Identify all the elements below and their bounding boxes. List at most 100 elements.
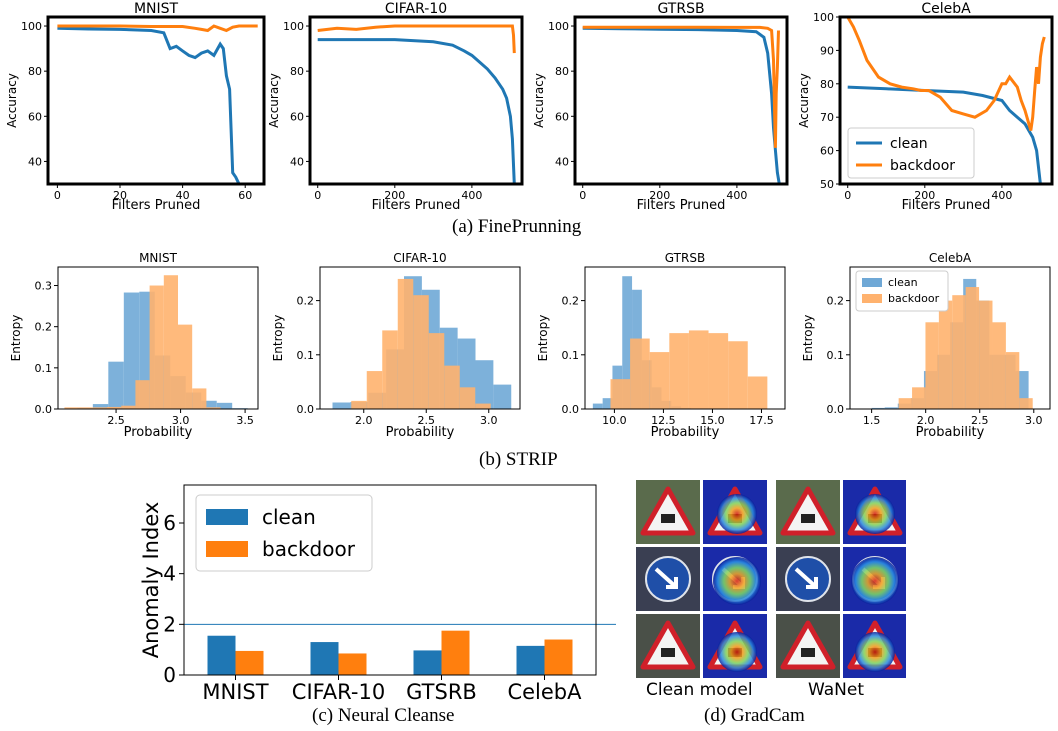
y-axis-label: Entropy: [9, 315, 23, 362]
gradcam-heatmap-blob: [855, 632, 895, 672]
plot-frame: [838, 15, 1054, 186]
strip-gtrsb-chart: GTRSB 10.0 12.5 15.0 17.5 0.0 0.1 0.2 Probabilit…: [536, 251, 786, 440]
x-tick-label: 2.0: [917, 414, 935, 427]
series-line-clean: [57, 26, 241, 184]
hist-bar-backdoor: [351, 400, 367, 409]
hist-bar-backdoor: [475, 403, 491, 409]
legend-swatch-clean: [862, 278, 882, 287]
y-tick-label: 50: [820, 178, 834, 191]
y-tick-label: 100: [813, 11, 834, 24]
y-axis-label: Accuracy: [797, 73, 811, 128]
legend-swatch-clean: [206, 509, 248, 525]
x-axis-label: Probability: [386, 425, 455, 440]
x-tick-label: 400: [726, 189, 747, 202]
y-tick-label: 0.1: [297, 349, 315, 362]
hist-bar-backdoor: [107, 406, 122, 409]
x-tick-label: 20: [113, 189, 127, 202]
hist-bar-clean: [602, 398, 613, 409]
hist-bar-backdoor: [428, 333, 445, 409]
x-axis-label: Filters Pruned: [637, 198, 726, 213]
x-tick-label: 2.5: [418, 414, 436, 427]
x-tick-label: CelebA: [507, 680, 582, 704]
legend-label-clean: clean: [890, 136, 928, 152]
strip-cifar10-chart: CIFAR-10 2.0 2.5 3.0 0.0 0.1 0.2 Probability Ent…: [271, 251, 521, 440]
hist-bar-backdoor: [938, 300, 953, 409]
x-axis-label: Filters Pruned: [372, 198, 461, 213]
plot-frame: [573, 15, 789, 186]
chart-title: CelebA: [921, 1, 971, 17]
chart-title: MNIST: [134, 1, 179, 17]
hist-bar-backdoor: [178, 324, 193, 409]
hist-bar-backdoor: [898, 398, 913, 409]
sign-symbol: [801, 514, 815, 523]
chart-title: CIFAR-10: [393, 251, 446, 265]
plot-frame: [183, 484, 597, 676]
hist-bar-backdoor: [649, 352, 670, 409]
y-axis-label: Accuracy: [5, 73, 19, 128]
legend-label-backdoor: backdoor: [888, 292, 940, 305]
gradcam-heatmap-blob: [717, 632, 757, 672]
x-tick-label: 400: [991, 189, 1012, 202]
hist-bar-backdoor: [1005, 352, 1020, 409]
hist-bar-backdoor: [952, 295, 966, 409]
hist-bar-backdoor: [610, 379, 631, 409]
y-tick-label: 0.0: [35, 403, 53, 416]
x-tick-label: 3.5: [236, 414, 254, 427]
plot-frame: [308, 15, 524, 186]
bar-backdoor: [235, 650, 264, 675]
bar-clean: [207, 635, 236, 675]
gradcam-grid: [636, 480, 906, 678]
hist-bar-clean: [622, 276, 633, 409]
x-axis-label: Probability: [651, 425, 720, 440]
chart-title: CIFAR-10: [385, 1, 447, 17]
warning-triangle-icon: [640, 486, 696, 536]
plot-frame: [584, 266, 786, 410]
chart-title: GTRSB: [657, 1, 704, 17]
y-tick-label: 0.2: [297, 295, 315, 308]
y-axis-label: Entropy: [271, 315, 285, 362]
y-tick-label: 60: [555, 110, 569, 123]
gradcam-heatmap-blob: [851, 557, 899, 605]
y-tick-label: 0.2: [827, 295, 845, 308]
hist-bar-backdoor: [192, 388, 207, 409]
y-tick-label: 6: [163, 511, 176, 535]
y-tick-label: 40: [555, 155, 569, 168]
hist-bar-clean: [332, 402, 351, 409]
y-tick-label: 0: [163, 663, 176, 687]
hist-bar-clean: [592, 403, 603, 409]
x-tick-label: 0: [844, 189, 851, 202]
x-tick-label: 200: [914, 189, 935, 202]
hist-bar-backdoor: [912, 387, 926, 409]
x-tick-label: 3.0: [480, 414, 498, 427]
x-tick-label: 3.0: [1025, 414, 1043, 427]
hist-bar-clean: [884, 407, 898, 409]
y-tick-label: 4: [163, 562, 176, 586]
bar-clean: [413, 650, 442, 675]
hist-bar-backdoor: [121, 405, 136, 409]
x-tick-label: 60: [238, 189, 252, 202]
y-axis-label: Entropy: [801, 315, 815, 362]
y-axis-label: Accuracy: [532, 73, 546, 128]
chart-title: CelebA: [929, 251, 972, 265]
legend-label-clean: clean: [888, 276, 918, 289]
y-tick-label: 100: [283, 20, 304, 33]
hist-bar-backdoor: [397, 278, 414, 409]
hist-bar-backdoor: [366, 371, 383, 409]
x-axis-label: Probability: [124, 425, 193, 440]
x-tick-label: CIFAR-10: [292, 680, 385, 704]
hist-bar-backdoor: [979, 300, 993, 409]
y-tick-label: 0.0: [562, 403, 580, 416]
warning-triangle-icon: [780, 620, 836, 670]
warning-triangle-icon: [780, 486, 836, 536]
fp-celeba-chart: CelebA 0 200 400 50 60 70 80 90 100 Filters Pruned…: [797, 1, 1054, 213]
sign-symbol: [661, 648, 675, 657]
caption-finepruning: (a) FinePrunning: [452, 216, 582, 237]
plot-frame: [849, 266, 1051, 410]
plot-frame: [319, 266, 521, 410]
y-axis-label: Entropy: [536, 315, 550, 362]
bar-clean: [516, 645, 545, 675]
legend-label-backdoor: backdoor: [890, 158, 955, 174]
hist-bar-backdoor: [728, 341, 748, 409]
y-tick-label: 0.1: [562, 349, 580, 362]
series-line-backdoor: [846, 17, 1046, 132]
